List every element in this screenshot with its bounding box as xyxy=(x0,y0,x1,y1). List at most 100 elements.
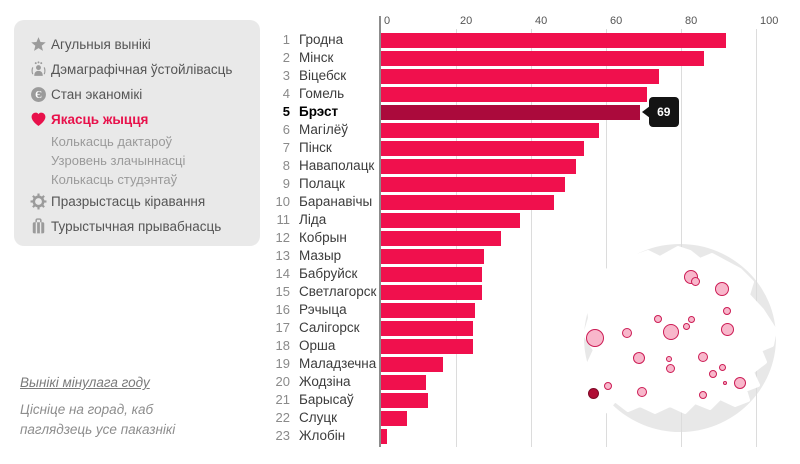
bar[interactable] xyxy=(381,338,473,354)
city-label[interactable]: Жлобін xyxy=(299,428,346,443)
sidebar-item-doctors[interactable]: Колькасць дактароў xyxy=(14,132,260,151)
map-bubble-21[interactable] xyxy=(604,382,612,390)
bar[interactable] xyxy=(381,104,640,120)
city-label[interactable]: Кобрын xyxy=(299,230,347,245)
chart-row[interactable]: 3 Віцебск xyxy=(0,67,800,85)
bar[interactable] xyxy=(381,284,483,300)
last-year-results-link[interactable]: Вынікі мінулага году xyxy=(20,375,150,390)
bar[interactable] xyxy=(381,176,565,192)
chart-row[interactable]: 16 Рэчыца xyxy=(0,301,800,319)
chart-row[interactable]: 10 Баранавічы xyxy=(0,193,800,211)
chart-row[interactable]: 19 Маладзечна xyxy=(0,355,800,373)
bar[interactable] xyxy=(381,410,408,426)
city-label[interactable]: Наваполацк xyxy=(299,158,375,173)
map-bubble-4[interactable] xyxy=(663,324,679,340)
bar[interactable] xyxy=(381,428,387,444)
bar[interactable] xyxy=(381,140,584,156)
map-bubble-2[interactable] xyxy=(622,328,632,338)
bar[interactable] xyxy=(381,320,473,336)
city-label[interactable]: Орша xyxy=(299,338,336,353)
chart-row[interactable]: 7 Пінск xyxy=(0,139,800,157)
city-label[interactable]: Маладзечна xyxy=(299,356,377,371)
city-label[interactable]: Полацк xyxy=(299,176,345,191)
sidebar-item-economy[interactable]: Є Стан эканомікі xyxy=(14,82,260,107)
map-bubble-10[interactable] xyxy=(723,307,731,315)
bar[interactable] xyxy=(381,158,576,174)
city-label[interactable]: Слуцк xyxy=(299,410,338,425)
bar[interactable] xyxy=(381,230,501,246)
map-bubble-22[interactable] xyxy=(637,387,647,397)
bar[interactable] xyxy=(381,68,659,84)
chart-row[interactable]: 8 Наваполацк xyxy=(0,157,800,175)
city-label[interactable]: Ліда xyxy=(299,212,327,227)
bar[interactable] xyxy=(381,86,648,102)
map-bubble-11[interactable] xyxy=(720,322,734,336)
chart-row[interactable]: 1 Гродна xyxy=(0,31,800,49)
chart-row[interactable]: 20 Жодзіна xyxy=(0,373,800,391)
city-label[interactable]: Баранавічы xyxy=(299,194,373,209)
bar[interactable] xyxy=(381,374,426,390)
bar[interactable] xyxy=(381,32,726,48)
map-bubble-9[interactable] xyxy=(715,282,729,296)
chart-row[interactable]: 14 Бабруйск xyxy=(0,265,800,283)
city-label[interactable]: Пінск xyxy=(299,140,332,155)
sidebar-item-demographic[interactable]: Дэмаграфічная ўстойлівасць xyxy=(14,57,260,82)
city-label[interactable]: Жодзіна xyxy=(299,374,351,389)
chart-row[interactable]: 5 Брэст 69 xyxy=(0,97,800,127)
map-bubble-20[interactable] xyxy=(587,387,599,399)
bar[interactable] xyxy=(381,122,599,138)
bar[interactable] xyxy=(381,392,428,408)
bar[interactable] xyxy=(381,302,475,318)
map-bubble-16[interactable] xyxy=(709,370,717,378)
city-label[interactable]: Рэчыца xyxy=(299,302,347,317)
chart-row[interactable]: 9 Полацк xyxy=(0,175,800,193)
sidebar-item-overall[interactable]: Агульныя вынікі xyxy=(14,32,260,57)
city-label[interactable]: Мінск xyxy=(299,50,334,65)
map-bubble-5[interactable] xyxy=(682,322,690,330)
city-label[interactable]: Віцебск xyxy=(299,68,347,83)
city-label[interactable]: Магілёў xyxy=(299,122,348,137)
map-bubble-23[interactable] xyxy=(699,391,707,399)
sidebar-item-students[interactable]: Колькасць студэнтаў xyxy=(14,170,260,189)
bar[interactable] xyxy=(381,248,485,264)
city-label[interactable]: Гомель xyxy=(299,86,345,101)
bar[interactable] xyxy=(381,194,554,210)
chart-row[interactable]: 13 Мазыр xyxy=(0,247,800,265)
city-label[interactable]: Бабруйск xyxy=(299,266,358,281)
city-label[interactable]: Светлагорск xyxy=(299,284,377,299)
chart-row[interactable]: 4 Гомель xyxy=(0,85,800,103)
sidebar-item-crime[interactable]: Узровень злачыннасці xyxy=(14,151,260,170)
chart-row[interactable]: 2 Мінск xyxy=(0,49,800,67)
city-label[interactable]: Брэст xyxy=(299,104,339,119)
city-label[interactable]: Гродна xyxy=(299,32,344,47)
bar[interactable] xyxy=(381,266,483,282)
sidebar-item-life-quality[interactable]: Якасць жыцця xyxy=(14,107,260,132)
map-bubble-13[interactable] xyxy=(666,356,672,362)
map-bubble-1[interactable] xyxy=(586,329,604,347)
chart-row[interactable]: 12 Кобрын xyxy=(0,229,800,247)
bar[interactable] xyxy=(381,50,704,66)
city-label[interactable]: Салігорск xyxy=(299,320,360,335)
chart-row[interactable]: 23 Жлобін xyxy=(0,427,800,445)
chart-row[interactable]: 21 Барысаў xyxy=(0,391,800,409)
chart-row[interactable]: 17 Салігорск xyxy=(0,319,800,337)
map-bubble-3[interactable] xyxy=(654,315,662,323)
map-bubble-18[interactable] xyxy=(723,381,727,385)
chart-row[interactable]: 6 Магілёў xyxy=(0,121,800,139)
map-bubble-19[interactable] xyxy=(734,377,746,389)
map-bubble-15[interactable] xyxy=(698,352,708,362)
chart-row[interactable]: 15 Светлагорск xyxy=(0,283,800,301)
city-label[interactable]: Барысаў xyxy=(299,392,354,407)
chart-row[interactable]: 22 Слуцк xyxy=(0,409,800,427)
map-bubble-17[interactable] xyxy=(718,363,726,371)
map-bubble-6[interactable] xyxy=(687,315,695,323)
bar[interactable] xyxy=(381,212,520,228)
bar[interactable] xyxy=(381,356,443,372)
sidebar-item-tourism[interactable]: Турыстычная прывабнасць xyxy=(14,214,260,239)
chart-row[interactable]: 18 Орша xyxy=(0,337,800,355)
chart-row[interactable]: 11 Ліда xyxy=(0,211,800,229)
sidebar-item-transparency[interactable]: Празрыстасць кіравання xyxy=(14,189,260,214)
city-label[interactable]: Мазыр xyxy=(299,248,342,263)
map-bubble-14[interactable] xyxy=(665,363,675,373)
map-bubble-8[interactable] xyxy=(690,276,700,286)
